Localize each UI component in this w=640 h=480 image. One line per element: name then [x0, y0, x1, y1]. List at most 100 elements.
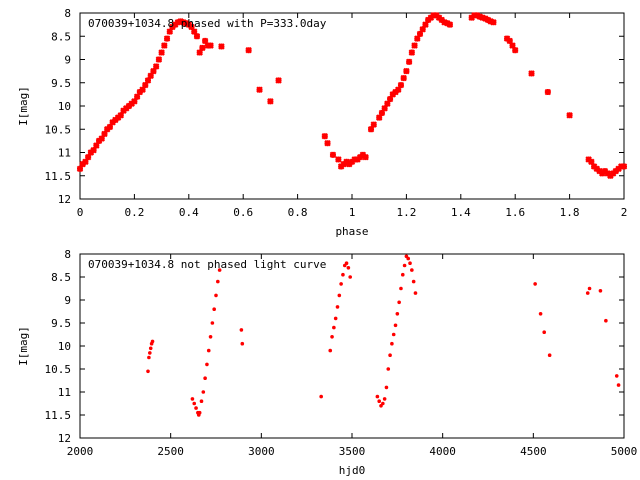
x-tick-label: 1.2	[396, 206, 416, 219]
x-tick-label: 1	[349, 206, 356, 219]
data-point	[163, 35, 171, 42]
y-tick-label: 9	[64, 294, 71, 307]
data-point	[144, 77, 152, 84]
data-point	[362, 153, 369, 161]
data-point	[490, 19, 497, 26]
data-point	[125, 102, 133, 110]
data-point	[206, 348, 211, 353]
data-point	[427, 14, 435, 21]
x-tick-label: 3500	[339, 445, 366, 458]
data-point	[620, 163, 628, 170]
x-tick-label: 4000	[429, 445, 456, 458]
data-point	[147, 355, 151, 360]
data-point	[378, 109, 386, 117]
data-point	[615, 165, 622, 172]
data-point	[395, 86, 402, 93]
data-point	[400, 272, 405, 277]
data-point	[413, 291, 418, 295]
data-point	[123, 105, 130, 112]
data-point	[587, 286, 592, 291]
data-point	[410, 268, 414, 272]
data-point	[511, 46, 519, 54]
data-point	[128, 100, 135, 107]
data-point	[169, 23, 176, 31]
data-point	[194, 406, 198, 410]
y-tick-label: 10	[58, 100, 71, 113]
data-point	[356, 153, 364, 161]
data-point	[585, 156, 592, 163]
data-point	[158, 49, 165, 56]
data-point	[414, 35, 421, 42]
data-point	[185, 21, 193, 28]
data-point	[585, 291, 590, 295]
x-tick-label: 4500	[520, 445, 547, 458]
data-point	[161, 42, 168, 49]
data-point	[346, 266, 351, 270]
y-tick-label: 11.5	[45, 409, 72, 422]
y-tick-label: 8.5	[51, 271, 71, 284]
x-tick-label: 2500	[157, 445, 184, 458]
data-point	[386, 367, 391, 371]
data-point	[76, 165, 84, 172]
data-point	[245, 46, 252, 54]
data-point	[359, 151, 367, 159]
data-point	[419, 26, 426, 33]
chart-panel-2: 2000 2500 3000 3500 4000 4500 5000 8 8.5 9 9.5 10 10…	[17, 248, 637, 477]
data-point	[596, 167, 603, 175]
data-point	[468, 14, 475, 21]
y-tick-label: 9	[64, 54, 71, 67]
plot-frame	[79, 12, 625, 200]
data-point	[106, 123, 114, 131]
data-point	[411, 42, 418, 49]
x-tick-label: 1.8	[560, 206, 580, 219]
data-point	[190, 397, 195, 401]
data-point	[155, 56, 163, 63]
data-point	[275, 77, 282, 84]
y-tick-label: 9.5	[51, 317, 71, 330]
data-point	[201, 390, 206, 394]
data-point	[506, 37, 513, 45]
data-point	[386, 95, 394, 103]
data-point	[389, 91, 397, 98]
data-point	[403, 67, 410, 75]
data-point	[337, 293, 342, 298]
data-point	[218, 43, 225, 50]
data-point	[346, 160, 353, 168]
data-point	[267, 98, 274, 105]
data-point	[381, 401, 385, 406]
data-point	[87, 149, 95, 156]
data-point	[152, 63, 160, 70]
data-point	[400, 74, 407, 82]
y-tick-label: 10.5	[45, 123, 72, 136]
data-point	[395, 312, 400, 316]
data-point	[416, 30, 424, 38]
data-point	[397, 81, 405, 89]
data-point	[384, 385, 389, 390]
data-point	[509, 42, 516, 49]
data-point	[196, 49, 203, 56]
data-point	[566, 112, 573, 119]
data-point	[547, 353, 552, 358]
data-point	[217, 268, 222, 272]
data-point	[329, 151, 337, 159]
data-point	[370, 121, 377, 128]
x-tick-label: 1.4	[451, 206, 471, 219]
data-point	[406, 256, 411, 261]
y-axis-label: I[mag]	[17, 86, 30, 126]
data-point	[405, 58, 413, 66]
data-point	[199, 399, 204, 404]
data-point	[188, 23, 195, 31]
data-point	[112, 116, 119, 124]
data-point	[191, 28, 198, 35]
data-point	[208, 335, 213, 339]
data-point	[397, 300, 401, 305]
y-tick-label: 11	[58, 386, 71, 399]
data-point	[354, 156, 361, 163]
data-point	[146, 369, 150, 374]
data-point	[193, 33, 201, 40]
data-point	[197, 410, 202, 415]
data-point	[375, 114, 383, 121]
data-point	[337, 163, 345, 170]
x-axis-label: phase	[335, 225, 368, 238]
